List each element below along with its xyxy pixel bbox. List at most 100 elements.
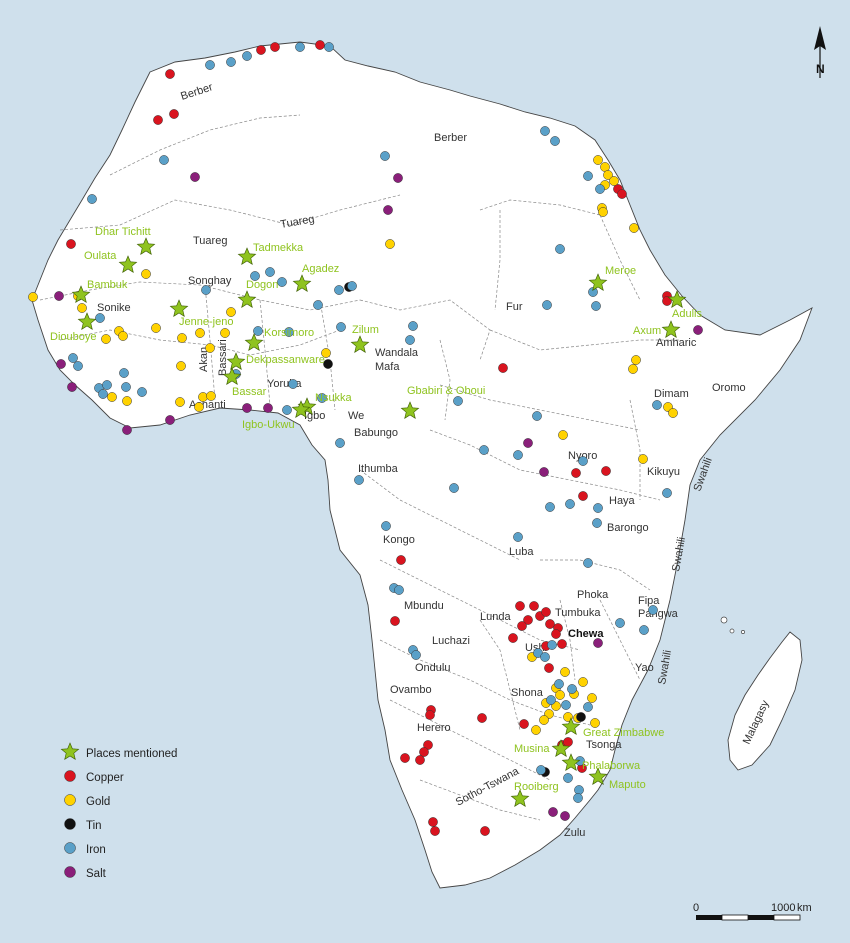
place-star-icon bbox=[292, 274, 312, 292]
iron-dot bbox=[102, 380, 112, 390]
gold-dot bbox=[175, 397, 185, 407]
place-label: Bambuk bbox=[87, 279, 128, 291]
iron-dot bbox=[394, 585, 404, 595]
copper-dot bbox=[571, 468, 581, 478]
place-label: Rooiberg bbox=[514, 781, 559, 793]
iron-dot bbox=[411, 650, 421, 660]
iron-dot bbox=[563, 773, 573, 783]
place-label: Agadez bbox=[302, 263, 339, 275]
iron-dot bbox=[137, 387, 147, 397]
copper-dot bbox=[430, 826, 440, 836]
iron-dot bbox=[405, 335, 415, 345]
ethnic-label: Igbo bbox=[304, 410, 325, 422]
copper-dot bbox=[66, 239, 76, 249]
iron-dot bbox=[284, 327, 294, 337]
iron-dot bbox=[615, 618, 625, 628]
place-label: Dekpassanware bbox=[246, 354, 325, 366]
iron-dot bbox=[98, 389, 108, 399]
place-star-icon bbox=[588, 273, 608, 291]
place-star-icon bbox=[169, 299, 189, 317]
place-label: Tadmekka bbox=[253, 242, 304, 254]
gold-dot bbox=[638, 454, 648, 464]
iron-dot bbox=[574, 785, 584, 795]
salt-dot bbox=[383, 205, 393, 215]
copper-dot bbox=[545, 619, 555, 629]
gold-dot bbox=[609, 176, 619, 186]
gold-dot bbox=[603, 170, 613, 180]
place-label: Igbo-Ukwu bbox=[242, 419, 295, 431]
place-label: Axum bbox=[633, 325, 661, 337]
madagascar-landmass bbox=[727, 631, 803, 771]
iron-dot bbox=[288, 379, 298, 389]
iron-dot bbox=[583, 171, 593, 181]
ethnic-label: Babungo bbox=[354, 427, 398, 439]
iron-dot bbox=[205, 60, 215, 70]
iron-dot bbox=[592, 518, 602, 528]
copper-dot bbox=[477, 713, 487, 723]
place-star-icon bbox=[561, 717, 581, 735]
iron-dot bbox=[578, 456, 588, 466]
ethnic-label: Ovambo bbox=[390, 684, 432, 696]
iron-dot bbox=[567, 684, 577, 694]
place-stars bbox=[71, 237, 687, 807]
gold-dot bbox=[151, 323, 161, 333]
salt-dot bbox=[54, 291, 64, 301]
ethnic-label: Fur bbox=[506, 301, 523, 313]
iron-dot bbox=[265, 267, 275, 277]
iron-dot bbox=[68, 353, 78, 363]
gold-dot bbox=[590, 718, 600, 728]
copper-dot bbox=[169, 109, 179, 119]
iron-dot bbox=[335, 438, 345, 448]
gold-dot bbox=[206, 391, 216, 401]
ethnic-label: Tumbuka bbox=[555, 607, 601, 619]
salt-dot bbox=[393, 173, 403, 183]
iron-dot bbox=[282, 405, 292, 415]
ethnic-label: Barongo bbox=[607, 522, 649, 534]
island bbox=[729, 628, 735, 634]
iron-dot bbox=[250, 271, 260, 281]
place-star-icon bbox=[71, 285, 91, 303]
scale-bar-segment bbox=[721, 914, 749, 921]
iron-dot bbox=[380, 151, 390, 161]
copper-dot bbox=[517, 621, 527, 631]
ethnic-label: Luchazi bbox=[432, 635, 470, 647]
copper-dot bbox=[153, 115, 163, 125]
gold-dot bbox=[539, 715, 549, 725]
copper-dot bbox=[563, 737, 573, 747]
gold-dot bbox=[628, 364, 638, 374]
iron-dot bbox=[87, 194, 97, 204]
copper-dot bbox=[390, 616, 400, 626]
iron-dot bbox=[588, 287, 598, 297]
legend-iron-dot-icon bbox=[64, 842, 76, 854]
gold-dot bbox=[198, 392, 208, 402]
place-star-icon bbox=[400, 401, 420, 419]
iron-dot bbox=[573, 793, 583, 803]
gold-dot bbox=[555, 690, 565, 700]
gold-dot bbox=[141, 269, 151, 279]
ethnic-label: Wandala bbox=[375, 347, 419, 359]
island bbox=[741, 630, 745, 634]
copper-dot bbox=[415, 755, 425, 765]
gold-dot bbox=[321, 348, 331, 358]
copper-dot bbox=[396, 555, 406, 565]
ethnic-label: Kongo bbox=[383, 534, 415, 546]
ethnic-label: Herero bbox=[417, 722, 451, 734]
place-star-icon bbox=[237, 290, 257, 308]
place-label: Phalaborwa bbox=[582, 760, 641, 772]
gold-dot bbox=[226, 307, 236, 317]
gold-dot bbox=[629, 223, 639, 233]
ethnic-label: Lunda bbox=[480, 611, 511, 623]
gold-dot bbox=[107, 392, 117, 402]
salt-dot bbox=[190, 172, 200, 182]
copper-dot bbox=[400, 753, 410, 763]
iron-dot bbox=[479, 445, 489, 455]
place-star-icon bbox=[661, 320, 681, 338]
iron-dot bbox=[73, 361, 83, 371]
iron-dot bbox=[648, 605, 658, 615]
gold-sites bbox=[28, 155, 678, 735]
gold-dot bbox=[598, 207, 608, 217]
gold-dot bbox=[631, 355, 641, 365]
legend-gold-dot-icon bbox=[64, 794, 76, 806]
place-label: Maputo bbox=[609, 779, 646, 791]
iron-dot bbox=[545, 502, 555, 512]
